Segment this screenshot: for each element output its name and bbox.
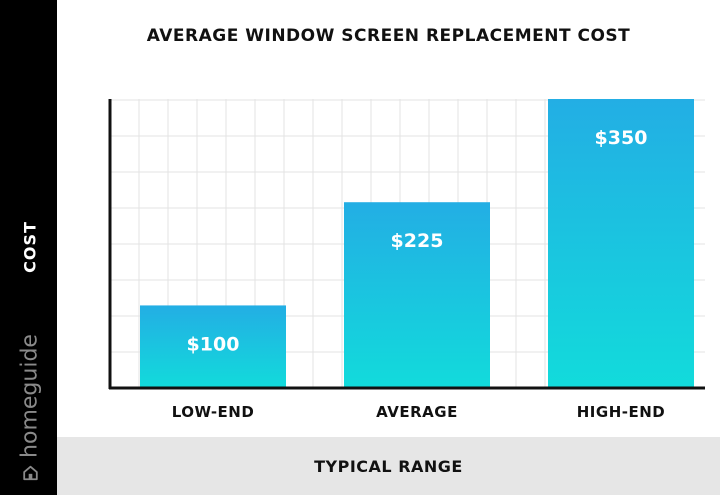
bar-average — [344, 202, 490, 388]
house-icon — [22, 465, 38, 481]
x-axis-label: TYPICAL RANGE — [314, 457, 463, 476]
category-labels: LOW-END AVERAGE HIGH-END — [172, 403, 665, 421]
brand-logo: homeguide — [18, 334, 43, 482]
bar-value-label: $100 — [187, 333, 240, 355]
chart-title: AVERAGE WINDOW SCREEN REPLACEMENT COST — [146, 26, 631, 46]
category-label: AVERAGE — [376, 403, 458, 421]
bar-low-end — [140, 305, 286, 388]
bar-chart: $100 $225 $350 LOW-END AVERAGE HIGH-END — [108, 99, 705, 421]
category-label: LOW-END — [172, 403, 255, 421]
category-label: HIGH-END — [577, 403, 665, 421]
bar-value-label: $225 — [391, 230, 444, 252]
bar-high-end — [548, 99, 694, 388]
sidebar-strip: COST homeguide — [0, 0, 57, 495]
axes — [108, 99, 705, 390]
bar-value-label: $350 — [595, 127, 648, 149]
bars: $100 $225 $350 — [140, 99, 694, 388]
x-axis-band: TYPICAL RANGE — [57, 437, 720, 495]
